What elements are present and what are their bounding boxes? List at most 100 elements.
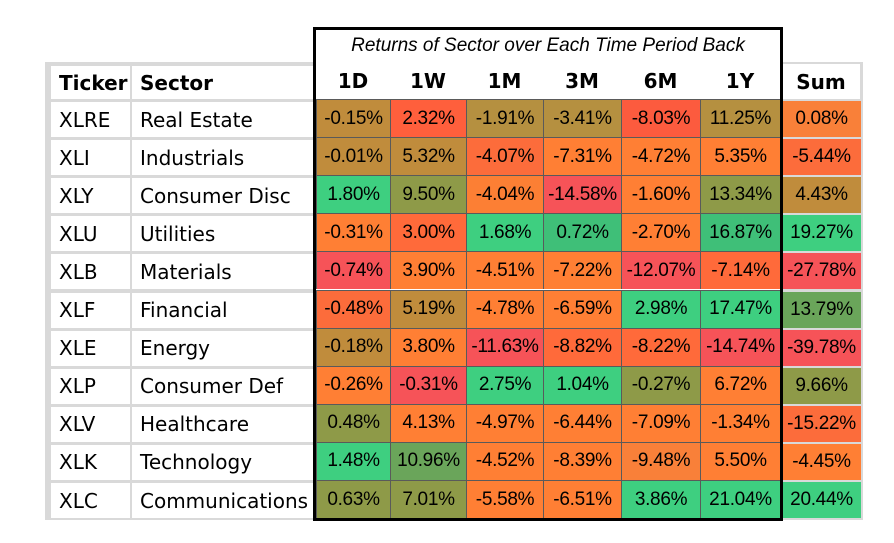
ticker-cell: XLV <box>49 404 130 442</box>
column-header-1w: 1W <box>410 68 446 93</box>
return-cell-1d: -0.01% <box>316 137 390 176</box>
return-cell-1d: 1.80% <box>316 175 390 214</box>
sum-cell: -27.78% <box>782 251 861 290</box>
column-header-1d: 1D <box>337 68 369 93</box>
sum-cell: 13.79% <box>782 289 861 328</box>
return-cell-6m: -8.22% <box>621 327 700 366</box>
return-cell-1w: 2.32% <box>390 99 466 138</box>
ticker-cell: XLU <box>49 214 130 252</box>
ticker-cell: XLK <box>49 442 130 480</box>
return-cell-1m: 1.68% <box>466 213 543 252</box>
ticker-cell: XLB <box>49 252 130 290</box>
return-cell-1w: 4.13% <box>390 403 466 442</box>
return-cell-3m: -14.58% <box>543 175 621 214</box>
return-cell-1w: 9.50% <box>390 175 466 214</box>
return-cell-3m: 0.72% <box>543 213 621 252</box>
return-cell-1y: 5.35% <box>700 137 780 176</box>
sector-cell: Financial <box>130 290 316 328</box>
return-cell-6m: 2.98% <box>621 289 700 328</box>
return-cell-3m: -3.41% <box>543 99 621 138</box>
sector-cell: Communications <box>130 481 316 519</box>
return-cell-1d: 1.48% <box>316 441 390 480</box>
column-header-sum: Sum <box>782 64 860 99</box>
column-header-1y: 1Y <box>725 68 755 93</box>
return-cell-1w: 7.01% <box>390 480 466 519</box>
return-cell-6m: -7.09% <box>621 403 700 442</box>
return-cell-3m: -6.51% <box>543 480 621 519</box>
return-cell-1w: -0.31% <box>390 365 466 404</box>
return-cell-1y: 16.87% <box>700 213 780 252</box>
sum-cell: 0.08% <box>782 99 861 138</box>
sum-cell: 9.66% <box>782 365 861 404</box>
return-cell-1y: -14.74% <box>700 327 780 366</box>
return-cell-1m: -4.04% <box>466 175 543 214</box>
sector-cell: Consumer Disc <box>130 176 316 214</box>
return-cell-3m: -7.31% <box>543 137 621 176</box>
return-cell-1y: -7.14% <box>700 251 780 290</box>
return-cell-1d: -0.74% <box>316 251 390 290</box>
sum-cell: -39.78% <box>782 327 861 366</box>
return-cell-1y: 11.25% <box>700 99 780 138</box>
return-cell-1m: -1.91% <box>466 99 543 138</box>
return-cell-1y: 5.50% <box>700 441 780 480</box>
sector-cell: Healthcare <box>130 404 316 442</box>
ticker-cell: XLC <box>49 481 130 519</box>
return-cell-3m: 1.04% <box>543 365 621 404</box>
return-cell-1d: -0.18% <box>316 327 390 366</box>
return-cell-1y: -1.34% <box>700 403 780 442</box>
return-cell-6m: -4.72% <box>621 137 700 176</box>
column-header-sector: Sector <box>130 64 316 99</box>
return-cell-1d: -0.31% <box>316 213 390 252</box>
return-cell-1d: 0.63% <box>316 480 390 519</box>
return-cell-1y: 6.72% <box>700 365 780 404</box>
return-cell-1m: -11.63% <box>466 327 543 366</box>
return-cell-1m: -5.58% <box>466 480 543 519</box>
return-cell-1y: 17.47% <box>700 289 780 328</box>
return-cell-6m: -2.70% <box>621 213 700 252</box>
column-header-6m: 6M <box>643 68 678 93</box>
return-cell-6m: 3.86% <box>621 480 700 519</box>
sum-cell: -15.22% <box>782 403 861 442</box>
return-cell-1y: 21.04% <box>700 480 780 519</box>
column-header-3m: 3M <box>565 68 599 93</box>
return-cell-1d: -0.26% <box>316 365 390 404</box>
sum-cell: 20.44% <box>782 480 861 519</box>
return-cell-1m: 2.75% <box>466 365 543 404</box>
column-header-ticker: Ticker <box>49 64 130 99</box>
return-cell-1y: 13.34% <box>700 175 780 214</box>
column-header-1m: 1M <box>487 68 522 93</box>
sector-cell: Materials <box>130 252 316 290</box>
return-cell-6m: -1.60% <box>621 175 700 214</box>
sector-cell: Real Estate <box>130 100 316 138</box>
return-cell-1d: -0.15% <box>316 99 390 138</box>
return-cell-6m: -8.03% <box>621 99 700 138</box>
sector-cell: Consumer Def <box>130 366 316 404</box>
ticker-cell: XLY <box>49 176 130 214</box>
sum-cell: -5.44% <box>782 137 861 176</box>
return-cell-3m: -8.82% <box>543 327 621 366</box>
ticker-cell: XLE <box>49 328 130 366</box>
return-cell-3m: -8.39% <box>543 441 621 480</box>
ticker-cell: XLP <box>49 366 130 404</box>
sum-cell: -4.45% <box>782 441 861 480</box>
return-cell-6m: -0.27% <box>621 365 700 404</box>
sector-cell: Technology <box>130 442 316 480</box>
return-cell-3m: -6.44% <box>543 403 621 442</box>
return-cell-1w: 5.32% <box>390 137 466 176</box>
return-cell-1w: 10.96% <box>390 441 466 480</box>
return-cell-1d: 0.48% <box>316 403 390 442</box>
return-cell-3m: -7.22% <box>543 251 621 290</box>
return-cell-1m: -4.97% <box>466 403 543 442</box>
return-cell-3m: -6.59% <box>543 289 621 328</box>
ticker-cell: XLRE <box>49 100 130 138</box>
return-cell-1w: 5.19% <box>390 289 466 328</box>
sum-cell: 19.27% <box>782 213 861 252</box>
ticker-cell: XLI <box>49 138 130 176</box>
return-cell-1w: 3.80% <box>390 327 466 366</box>
return-cell-1w: 3.90% <box>390 251 466 290</box>
chart-title: Returns of Sector over Each Time Period … <box>351 35 745 56</box>
ticker-cell: XLF <box>49 290 130 328</box>
return-cell-1d: -0.48% <box>316 289 390 328</box>
sector-cell: Energy <box>130 328 316 366</box>
return-cell-6m: -9.48% <box>621 441 700 480</box>
